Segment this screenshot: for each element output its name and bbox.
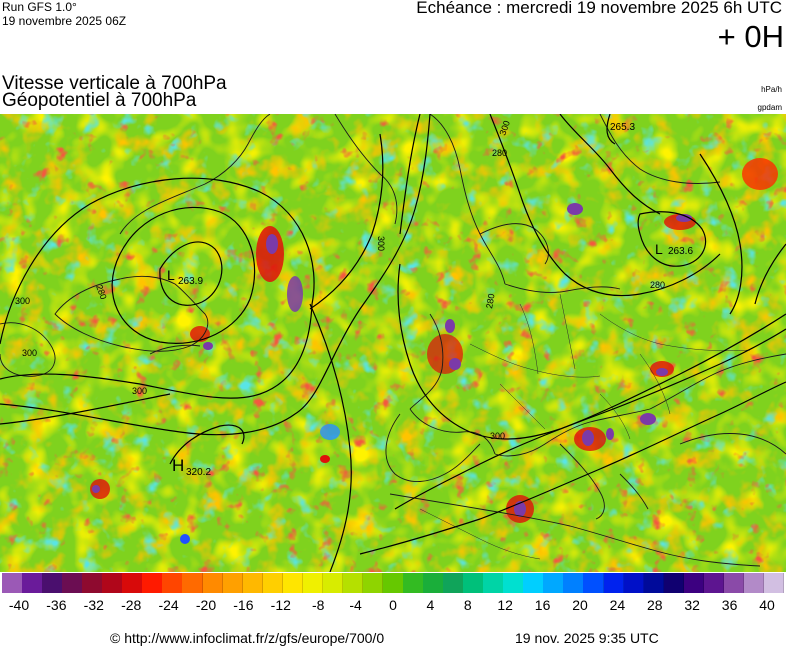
color-swatch — [523, 573, 544, 593]
color-scale-tick-label: -36 — [46, 597, 67, 613]
color-scale-tick-label: 12 — [497, 597, 513, 613]
color-swatch — [2, 573, 23, 593]
unit-geopotential: gpdam — [757, 103, 782, 112]
color-swatch — [443, 573, 464, 593]
color-scale-tick-label: 8 — [463, 597, 472, 613]
contour-label: 280 — [484, 293, 496, 310]
color-swatch — [723, 573, 745, 593]
color-swatch — [763, 573, 785, 593]
color-swatch — [623, 573, 645, 593]
color-scale-tick-label: 24 — [609, 597, 626, 613]
color-scale-bar — [0, 572, 786, 594]
contour-label: 300 — [497, 119, 512, 137]
contour-label: 300 — [132, 386, 147, 396]
contour-label: 300 — [15, 296, 30, 306]
color-scale-tick-label: -40 — [8, 597, 30, 613]
source-url: © http://www.infoclimat.fr/z/gfs/europe/… — [110, 630, 385, 646]
color-swatch — [743, 573, 765, 593]
unit-vertical-velocity: hPa/h — [761, 85, 782, 94]
color-swatch — [122, 573, 143, 593]
color-swatch — [362, 573, 384, 593]
low-center-value: 263.9 — [178, 276, 203, 287]
color-swatch — [282, 573, 304, 593]
color-scale-tick-label: 40 — [759, 597, 775, 613]
map-canvas: 300 300 300 280 300 280 280 300 300 280 … — [0, 114, 786, 572]
color-swatch — [182, 573, 203, 593]
run-label: Run GFS 1.0° — [2, 0, 77, 14]
color-swatch — [202, 573, 224, 593]
color-swatch — [22, 573, 43, 593]
color-swatch — [342, 573, 364, 593]
contour-label: 300 — [490, 431, 505, 441]
color-swatch — [543, 573, 564, 593]
color-scale-tick-label: 0 — [389, 597, 397, 613]
color-scale-tick-label: 28 — [647, 597, 663, 613]
generation-date: 19 nov. 2025 9:35 UTC — [515, 630, 659, 646]
color-swatch — [162, 573, 183, 593]
color-swatch — [142, 573, 163, 593]
color-scale-tick-label: -20 — [195, 597, 217, 613]
color-swatch — [82, 573, 103, 593]
low-center-value-east: 263.6 — [668, 246, 693, 257]
color-swatch — [322, 573, 344, 593]
color-scale-tick-label: -24 — [158, 597, 179, 613]
color-swatch — [302, 573, 324, 593]
color-scale-tick-label: -8 — [311, 597, 325, 613]
map-title-geopotential: Géopotentiel à 700hPa — [2, 90, 197, 111]
color-scale-tick-label: -32 — [83, 597, 104, 613]
pressure-centers: L 263.9 H 320.2 L 263.6 265.3 — [167, 122, 693, 478]
high-center-value: 320.2 — [186, 467, 211, 478]
color-swatch — [503, 573, 524, 593]
red-field — [0, 114, 786, 572]
forecast-offset: + 0H — [717, 19, 784, 54]
run-date: 19 novembre 2025 06Z — [2, 14, 127, 28]
color-scale-tick-label: -28 — [121, 597, 142, 613]
geopotential-contours — [0, 114, 786, 572]
map-title-vertical-velocity: Vitesse verticale à 700hPa — [2, 73, 227, 94]
color-swatch — [262, 573, 284, 593]
color-scale-tick-label: -16 — [233, 597, 254, 613]
color-scale-tick-label: 36 — [721, 597, 738, 613]
color-scale-tick-label: 20 — [572, 597, 588, 613]
color-swatch — [463, 573, 484, 593]
color-scale-tick-label: 32 — [684, 597, 700, 613]
color-scale-tick-label: 4 — [426, 597, 435, 613]
color-swatch — [242, 573, 264, 593]
color-swatch — [643, 573, 665, 593]
color-swatch — [222, 573, 244, 593]
color-swatch — [583, 573, 605, 593]
color-swatch — [683, 573, 705, 593]
color-swatch — [663, 573, 685, 593]
color-scale-tick-label: 16 — [534, 597, 551, 613]
color-scale-labels: -40 -36 -32 -28 -24 -20 -16 -12 -8 -4 0 4 8 12 16 20 24 2… — [0, 597, 786, 615]
color-swatch — [42, 573, 63, 593]
color-swatch — [483, 573, 504, 593]
contour-label: 280 — [650, 280, 665, 290]
color-swatch — [382, 573, 404, 593]
low-center-marker: L — [167, 267, 175, 283]
contour-label: 300 — [376, 236, 386, 251]
color-swatch — [403, 573, 424, 593]
color-swatch — [603, 573, 625, 593]
north-center-value: 265.3 — [610, 122, 635, 133]
contour-label: 300 — [22, 348, 37, 358]
convective-cells — [90, 158, 778, 544]
coastlines — [0, 114, 786, 567]
weather-map: 300 300 300 280 300 280 280 300 300 280 … — [0, 114, 786, 572]
color-swatch — [563, 573, 584, 593]
forecast-valid-time: Echéance : mercredi 19 novembre 2025 6h … — [416, 0, 782, 17]
contour-label: 280 — [492, 148, 507, 158]
low-center-marker-east: L — [655, 241, 663, 257]
contour-label: 280 — [94, 283, 109, 301]
color-swatch — [62, 573, 83, 593]
color-swatch — [102, 573, 123, 593]
color-scale-tick-label: -12 — [270, 597, 291, 613]
contour-labels: 300 300 300 280 300 280 280 300 300 280 — [15, 119, 665, 441]
color-scale-tick-label: -4 — [349, 597, 362, 613]
high-center-marker: H — [172, 456, 184, 475]
color-swatch — [703, 573, 725, 593]
color-swatch — [423, 573, 444, 593]
